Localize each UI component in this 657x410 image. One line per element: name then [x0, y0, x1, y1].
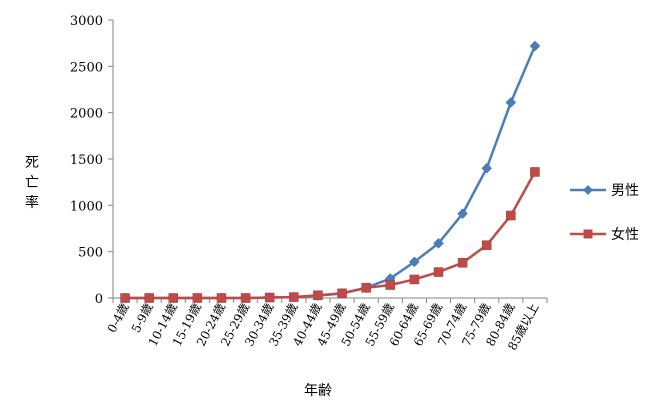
data-point-female — [337, 288, 347, 299]
data-point-female — [144, 293, 154, 303]
data-point-female — [264, 292, 275, 303]
data-point-female — [240, 293, 251, 303]
data-point-female — [120, 293, 130, 303]
y-tick-label: 0 — [95, 292, 103, 307]
legend-marker — [583, 185, 593, 195]
data-point-female — [433, 267, 444, 277]
data-point-female — [457, 258, 468, 268]
legend-label: 女性 — [611, 226, 639, 243]
data-point-male — [481, 162, 493, 174]
data-point-female — [168, 293, 179, 303]
data-point-male — [457, 208, 468, 220]
y-tick-label: 1000 — [70, 199, 103, 214]
y-axis-title: 死亡率 — [25, 155, 39, 211]
x-axis: 0-4歳5-9歳10-14歳15-19歳20-24歳25-29歳30-34歳35… — [105, 297, 548, 353]
legend-label: 男性 — [611, 183, 639, 199]
y-axis: 0 500 1000 1500 2000 2500 3000 — [70, 14, 114, 307]
y-tick-label: 1500 — [70, 153, 103, 168]
data-point-female — [506, 210, 516, 221]
y-tick-label: 2500 — [70, 60, 103, 75]
data-point-male — [505, 97, 517, 108]
data-point-female — [481, 240, 492, 250]
data-point-female — [216, 293, 227, 303]
data-point-female — [409, 274, 420, 285]
data-point-male — [433, 237, 444, 249]
data-point-female — [313, 290, 323, 300]
x-tick-label: 0-4歳 — [105, 301, 132, 335]
data-point-female — [530, 167, 540, 177]
y-tick-label: 3000 — [70, 14, 103, 29]
data-point-female — [289, 292, 299, 302]
data-point-female — [385, 280, 396, 290]
data-point-male — [529, 40, 541, 52]
series-layer — [119, 40, 541, 304]
series-line — [125, 45, 537, 300]
x-axis-title: 年齢 — [304, 383, 332, 399]
data-point-female — [361, 283, 371, 293]
legend-marker — [583, 229, 593, 239]
y-tick-label: 2000 — [70, 107, 103, 122]
data-point-female — [192, 293, 203, 303]
data-point-male — [409, 256, 420, 268]
y-tick-label: 500 — [78, 246, 103, 261]
